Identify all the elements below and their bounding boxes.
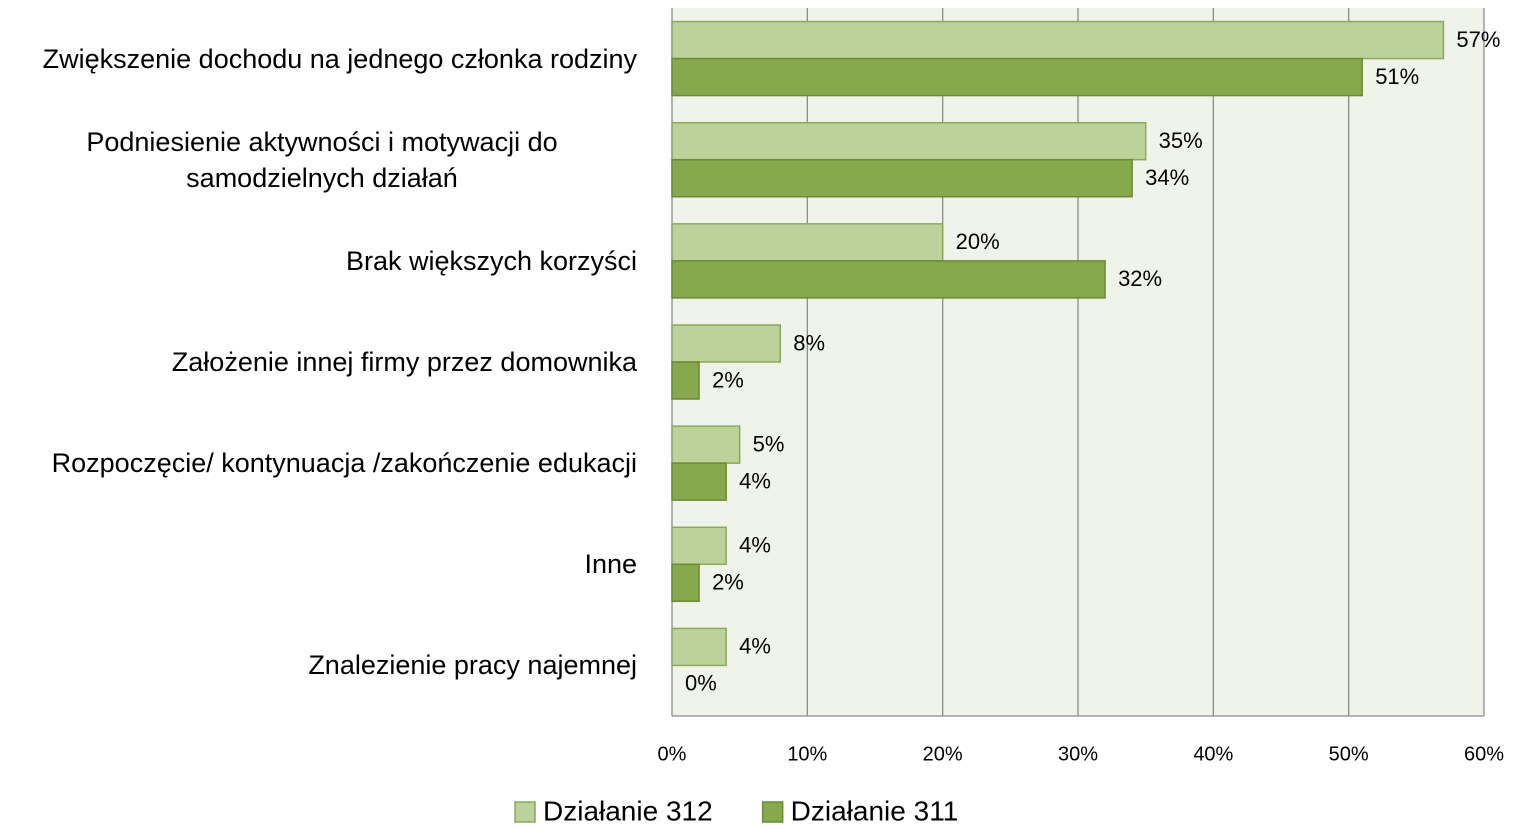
data-label: 20% bbox=[956, 229, 1000, 254]
bar bbox=[671, 361, 700, 400]
x-tick-label: 40% bbox=[1193, 743, 1233, 765]
bar bbox=[671, 121, 1147, 161]
bar bbox=[671, 462, 727, 501]
x-tick-label: 60% bbox=[1464, 743, 1504, 765]
legend-swatch bbox=[761, 801, 784, 823]
data-label: 32% bbox=[1118, 266, 1162, 291]
data-label: 5% bbox=[753, 431, 785, 456]
bar bbox=[671, 20, 1445, 60]
x-tick-label: 50% bbox=[1329, 743, 1369, 765]
category-label: Zwiększenie dochodu na jednego członka r… bbox=[42, 43, 637, 74]
category-label-box: Inne bbox=[0, 514, 637, 615]
data-label: 4% bbox=[739, 634, 771, 659]
category-label: Znalezienie pracy najemnej bbox=[308, 650, 637, 681]
category-label-box: Brak większych korzyści bbox=[0, 210, 637, 311]
category-label-box: Zwiększenie dochodu na jednego członka r… bbox=[0, 8, 637, 109]
bar bbox=[671, 260, 1106, 299]
data-label: 2% bbox=[712, 367, 744, 392]
x-tick-label: 30% bbox=[1058, 743, 1098, 765]
x-tick-label: 0% bbox=[658, 743, 687, 765]
data-label: 8% bbox=[793, 330, 825, 355]
bar bbox=[671, 324, 782, 363]
bar bbox=[671, 57, 1363, 97]
category-label: Podniesienie aktywności i motywacji do s… bbox=[86, 126, 558, 193]
bar bbox=[671, 526, 727, 566]
category-label-box: Założenie innej firmy przez domownika bbox=[0, 311, 637, 412]
category-label: Założenie innej firmy przez domownika bbox=[171, 346, 637, 377]
category-label-box: Podniesienie aktywności i motywacji do s… bbox=[0, 109, 637, 210]
category-label: Inne bbox=[584, 549, 637, 580]
category-label: Brak większych korzyści bbox=[345, 245, 637, 276]
category-label: Rozpoczęcie/ kontynuacja /zakończenie ed… bbox=[51, 448, 637, 479]
data-label: 4% bbox=[739, 468, 771, 493]
legend-label: Działanie 312 bbox=[543, 795, 713, 826]
bar bbox=[671, 158, 1133, 198]
data-label: 34% bbox=[1145, 165, 1189, 190]
bar bbox=[671, 563, 700, 603]
data-label: 35% bbox=[1159, 128, 1203, 153]
data-label: 51% bbox=[1375, 64, 1419, 89]
bar bbox=[671, 627, 727, 667]
data-label: 57% bbox=[1456, 27, 1500, 52]
data-label: 4% bbox=[739, 533, 771, 558]
data-label: 0% bbox=[685, 671, 717, 696]
bar bbox=[671, 223, 944, 262]
category-label-box: Znalezienie pracy najemnej bbox=[0, 615, 637, 716]
category-label-box: Rozpoczęcie/ kontynuacja /zakończenie ed… bbox=[0, 413, 637, 514]
x-tick-label: 20% bbox=[923, 743, 963, 765]
x-tick-label: 10% bbox=[787, 743, 827, 765]
data-label: 2% bbox=[712, 570, 744, 595]
legend-label: Działanie 311 bbox=[791, 795, 959, 826]
bar bbox=[671, 425, 741, 464]
legend-swatch bbox=[514, 801, 536, 823]
